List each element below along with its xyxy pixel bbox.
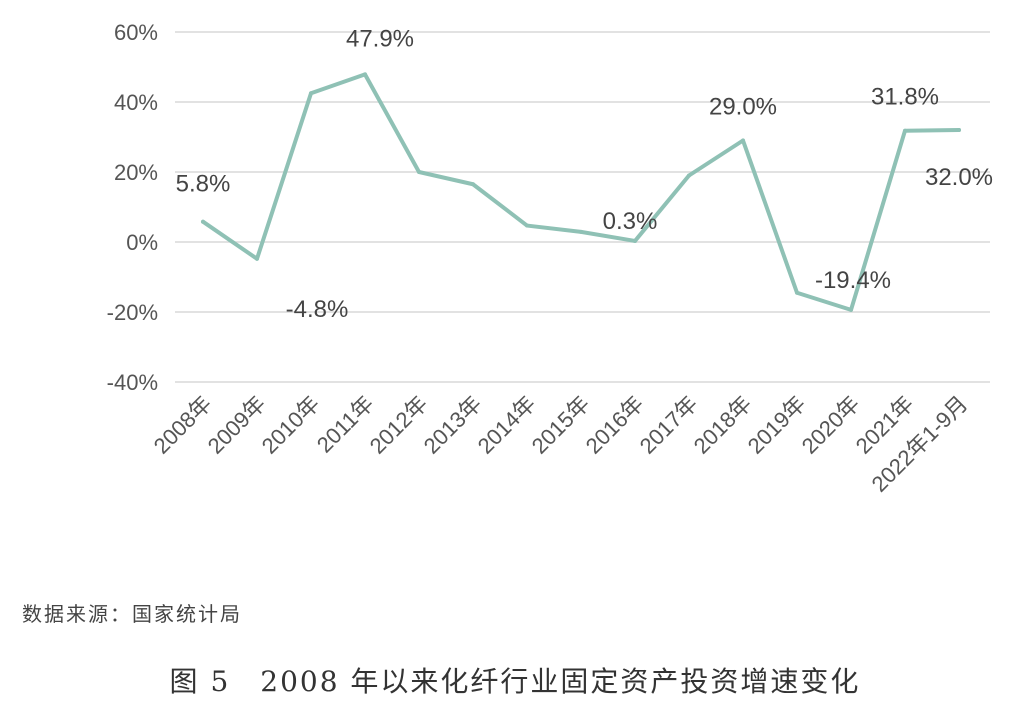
x-tick-label: 2014年 [473, 391, 541, 459]
x-tick-label: 2011年 [312, 391, 379, 458]
y-tick-label: 60% [114, 20, 158, 45]
data-labels: 5.8% -4.8% 47.9% 0.3% 29.0% -19.4% 31.8% 32.0% [176, 25, 993, 322]
data-point [417, 170, 421, 174]
data-label: 5.8% [176, 171, 231, 198]
x-axis-ticks: 2008年2009年2010年2011年2012年2013年2014年2015年… [149, 391, 973, 497]
data-label: -4.8% [286, 296, 349, 323]
x-tick-label: 2017年 [635, 391, 703, 459]
y-tick-label: -20% [107, 300, 158, 325]
x-tick-label: 2010年 [257, 391, 325, 459]
x-tick-label: 2015年 [527, 391, 595, 459]
x-tick-label: 2013年 [419, 391, 487, 459]
data-point [579, 229, 583, 234]
y-tick-label: 40% [114, 90, 158, 115]
figure-caption: 图 5 2008 年以来化纤行业固定资产投资增速变化 [169, 665, 861, 698]
data-point [309, 91, 313, 96]
data-point [471, 182, 475, 187]
data-point [525, 223, 529, 228]
data-point [633, 238, 637, 243]
data-point [741, 138, 745, 143]
data-point [795, 290, 799, 295]
y-tick-label: 0% [126, 230, 158, 255]
x-tick-label: 2018年 [689, 391, 757, 459]
line-chart: 60% 40% 20% 0% -20% -40% 2008年2009年2010年2011年… [107, 20, 993, 497]
x-tick-label: 2012年 [365, 391, 433, 459]
y-tick-label: 20% [114, 160, 158, 185]
data-point [201, 219, 205, 224]
data-source-note: 数据来源：国家统计局 [22, 602, 242, 626]
data-label: 0.3% [603, 208, 658, 235]
data-point [687, 173, 691, 178]
data-label: 32.0% [925, 164, 993, 191]
y-axis-ticks: 60% 40% 20% 0% -20% -40% [107, 20, 158, 395]
data-point [363, 72, 367, 77]
x-tick-label: 2016年 [581, 391, 649, 459]
gridlines [175, 31, 990, 383]
x-tick-label: 2009年 [203, 391, 271, 459]
data-label: -19.4% [815, 267, 891, 294]
data-label: 29.0% [709, 94, 777, 121]
data-point [903, 128, 907, 133]
series [201, 72, 961, 312]
y-tick-label: -40% [107, 370, 158, 395]
data-label: 31.8% [871, 84, 939, 111]
data-label: 47.9% [346, 25, 414, 52]
x-tick-label: 2020年 [797, 391, 865, 459]
data-point [957, 128, 961, 132]
x-tick-label: 2019年 [743, 391, 811, 459]
data-point [255, 256, 259, 261]
data-point [849, 307, 853, 312]
x-tick-label: 2008年 [149, 391, 217, 459]
